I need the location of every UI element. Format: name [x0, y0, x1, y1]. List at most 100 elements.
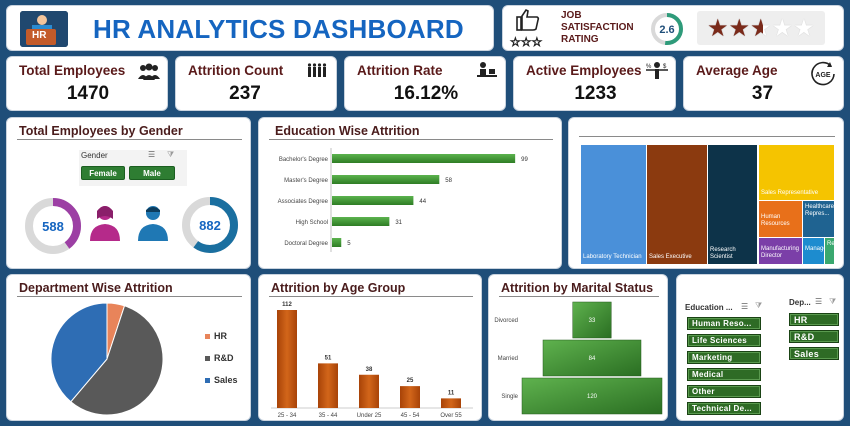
hr-logo: HR — [20, 11, 68, 47]
gender-card: Total Employees by Gender Gender ☰ ⧩ Fem… — [6, 117, 251, 269]
female-count: 588 — [42, 219, 64, 234]
kpi-value: 1470 — [7, 83, 168, 105]
kpi-label: Average Age — [696, 63, 778, 78]
slicer-label: Education ... — [685, 303, 733, 312]
bar[interactable] — [359, 375, 379, 408]
bar[interactable] — [332, 175, 439, 184]
svg-text:$: $ — [663, 64, 667, 70]
job-satisfaction-label-2: SATISFACTION — [561, 22, 634, 34]
person-at-desk-icon — [475, 61, 499, 81]
gender-option-female[interactable]: Female — [81, 166, 125, 180]
clear-filter-icon[interactable]: ⧩ — [167, 150, 174, 160]
category-label: Divorced — [494, 318, 518, 324]
treemap-cell[interactable]: Healthcare Repres... — [803, 201, 834, 237]
education-field-option[interactable]: Life Sciences — [687, 334, 761, 347]
department-option[interactable]: R&D — [789, 330, 839, 343]
education-field-option[interactable]: Other — [687, 385, 761, 398]
education-field-option[interactable]: Human Reso... — [687, 317, 761, 330]
male-person-icon — [135, 203, 171, 243]
female-person-icon — [87, 203, 123, 243]
section-title: Attrition by Age Group — [271, 281, 405, 295]
section-title: Total Employees by Gender — [19, 124, 183, 138]
people-group-icon — [137, 61, 161, 81]
svg-text:AGE: AGE — [815, 72, 831, 79]
kpi-value: 237 — [175, 83, 326, 105]
education-card: Education Wise Attrition Bachelor's Degr… — [258, 117, 562, 269]
treemap-cell[interactable]: Sales Executive — [647, 145, 707, 264]
legend-label: Sales — [214, 375, 238, 385]
section-title: Department Wise Attrition — [19, 281, 173, 295]
treemap-cell[interactable]: Sales Representative — [759, 145, 834, 200]
education-field-option[interactable]: Medical — [687, 368, 761, 381]
bar-value-label: 31 — [395, 220, 402, 226]
clear-filter-icon[interactable]: ⧩ — [829, 297, 836, 307]
bar[interactable] — [441, 398, 461, 408]
legend-label: R&D — [214, 353, 234, 363]
bar-value-label: 51 — [325, 355, 332, 361]
treemap-card: Laboratory Technician Sales Executive Rese… — [568, 117, 844, 269]
bar[interactable] — [332, 217, 389, 226]
bar-value-label: 84 — [589, 356, 596, 362]
bar[interactable] — [332, 238, 341, 247]
bar-value-label: 5 — [347, 241, 351, 247]
department-option[interactable]: Sales — [789, 347, 839, 360]
job-satisfaction-card: ☆☆☆ JOB SATISFACTION RATING 2.6 ★★★★★★★★ — [502, 5, 844, 51]
star-icon: ★★ — [729, 13, 751, 43]
star-icon: ★★ — [750, 13, 772, 43]
kpi-label: Active Employees — [526, 63, 642, 78]
section-title: Attrition by Marital Status — [501, 281, 653, 295]
slicer-label: Dep... — [789, 298, 811, 307]
job-satisfaction-label-3: RATING — [561, 34, 634, 46]
education-bar-chart: Bachelor's Degree 99 Master's Degree 58 Asso… — [259, 140, 559, 269]
bar-value-label: 33 — [589, 318, 596, 324]
title-underline — [17, 139, 242, 140]
kpi-label: Total Employees — [19, 63, 125, 78]
marital-funnel-chart: 33Divorced84Married120Single — [489, 297, 668, 421]
star-icon: ★ — [772, 13, 794, 43]
department-option[interactable]: HR — [789, 313, 839, 326]
multi-select-icon[interactable]: ☰ — [148, 150, 155, 159]
category-label: Over 55 — [440, 413, 462, 419]
treemap-cell[interactable]: Manager — [803, 238, 824, 264]
multi-select-icon[interactable]: ☰ — [815, 297, 822, 306]
category-label: 35 - 44 — [319, 413, 338, 419]
hr-logo-icon — [20, 11, 68, 47]
bar-value-label: 38 — [366, 367, 373, 373]
svg-text:☆☆☆: ☆☆☆ — [510, 35, 542, 49]
bar[interactable] — [332, 196, 413, 205]
multi-select-icon[interactable]: ☰ — [741, 302, 748, 311]
treemap-label: Sales Executive — [649, 254, 706, 261]
treemap-label: Manufacturing Director — [761, 246, 801, 260]
legend-item-rd: R&D — [205, 347, 238, 369]
category-label: Master's Degree — [284, 178, 328, 184]
category-label: Bachelor's Degree — [279, 157, 329, 163]
bar[interactable] — [277, 310, 297, 408]
treemap-label: Healthcare Repres... — [805, 204, 833, 218]
treemap-cell[interactable]: Human Resources — [759, 201, 802, 237]
kpi-average-age: Average Age 37 AGE — [683, 56, 844, 111]
treemap-cell[interactable]: Laboratory Technician — [581, 145, 646, 264]
job-satisfaction-label-1: JOB — [561, 10, 634, 22]
rating-value: 2.6 — [659, 24, 674, 36]
thumbs-up-stars-icon: ☆☆☆ — [508, 8, 556, 50]
bar[interactable] — [400, 386, 420, 408]
category-label: Doctoral Degree — [284, 241, 328, 247]
category-label: Under 25 — [357, 413, 382, 419]
bar[interactable] — [332, 154, 515, 163]
treemap-label: Research Scientist — [710, 247, 756, 261]
treemap-label: Laboratory Technician — [583, 254, 645, 261]
education-field-option[interactable]: Marketing — [687, 351, 761, 364]
treemap-label: Human Resources — [761, 214, 801, 228]
header-banner: HR HR ANALYTICS DASHBOARD — [6, 5, 494, 51]
department-pie-chart — [45, 297, 175, 421]
treemap-cell[interactable]: Re — [825, 238, 834, 264]
gender-option-male[interactable]: Male — [129, 166, 175, 180]
section-title: Education Wise Attrition — [275, 124, 420, 138]
kpi-active-employees: Active Employees 1233 % $ — [513, 56, 676, 111]
clear-filter-icon[interactable]: ⧩ — [755, 301, 762, 311]
education-field-option[interactable]: Technical De... — [687, 402, 761, 415]
treemap-cell[interactable]: Manufacturing Director — [759, 238, 802, 264]
age-group-card: Attrition by Age Group 112 25 - 34 51 35 - … — [258, 274, 482, 421]
bar[interactable] — [318, 363, 338, 408]
treemap-cell[interactable]: Research Scientist — [708, 145, 757, 264]
